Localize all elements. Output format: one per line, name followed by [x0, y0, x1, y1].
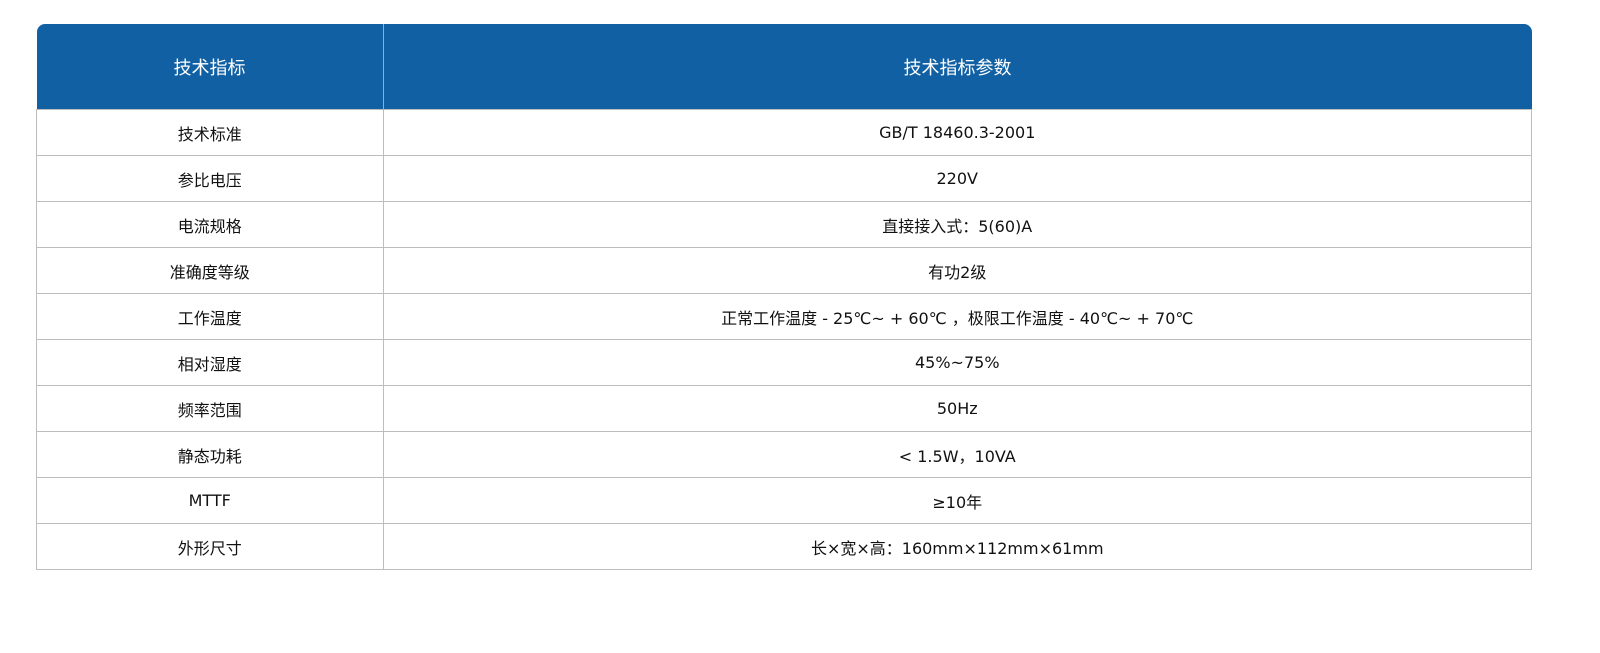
spec-value: 220V — [382, 155, 1532, 202]
spec-name: 准确度等级 — [36, 247, 384, 294]
spec-name: 电流规格 — [36, 201, 384, 248]
table-row: 工作温度 正常工作温度 - 25℃~ + 60℃ ，极限工作温度 - 40℃~ +… — [36, 293, 1532, 340]
spec-name: 工作温度 — [36, 293, 384, 340]
spec-value: GB/T 18460.3-2001 — [382, 109, 1532, 156]
spec-value: < 1.5W，10VA — [382, 431, 1532, 478]
spec-name: 参比电压 — [36, 155, 384, 202]
table-row: 相对湿度 45%~75% — [36, 339, 1532, 386]
spec-value: 直接接入式：5(60)A — [382, 201, 1532, 248]
table-row: 技术标准 GB/T 18460.3-2001 — [36, 109, 1532, 156]
table-row: 参比电压 220V — [36, 155, 1532, 202]
spec-name: 频率范围 — [36, 385, 384, 432]
spec-value: 长×宽×高：160mm×112mm×61mm — [382, 523, 1532, 570]
header-spec-value: 技术指标参数 — [383, 24, 1532, 110]
spec-value: 有功2级 — [382, 247, 1532, 294]
spec-name: 相对湿度 — [36, 339, 384, 386]
spec-value: ≥10年 — [382, 477, 1532, 524]
spec-name: 技术标准 — [36, 109, 384, 156]
table-row: 静态功耗 < 1.5W，10VA — [36, 431, 1532, 478]
spec-name: 外形尺寸 — [36, 523, 384, 570]
spec-table: 技术指标 技术指标参数 技术标准 GB/T 18460.3-2001 参比电压 220… — [36, 24, 1532, 570]
table-row: 电流规格 直接接入式：5(60)A — [36, 201, 1532, 248]
spec-value: 正常工作温度 - 25℃~ + 60℃ ，极限工作温度 - 40℃~ + 70℃ — [382, 293, 1532, 340]
spec-value: 50Hz — [382, 385, 1532, 432]
spec-name: MTTF — [36, 477, 384, 524]
table-row: 准确度等级 有功2级 — [36, 247, 1532, 294]
table-row: 频率范围 50Hz — [36, 385, 1532, 432]
spec-value: 45%~75% — [382, 339, 1532, 386]
header-spec-name: 技术指标 — [36, 24, 384, 110]
spec-name: 静态功耗 — [36, 431, 384, 478]
table-header-row: 技术指标 技术指标参数 — [36, 24, 1532, 110]
table-row: MTTF ≥10年 — [36, 477, 1532, 524]
table-row: 外形尺寸 长×宽×高：160mm×112mm×61mm — [36, 523, 1532, 570]
